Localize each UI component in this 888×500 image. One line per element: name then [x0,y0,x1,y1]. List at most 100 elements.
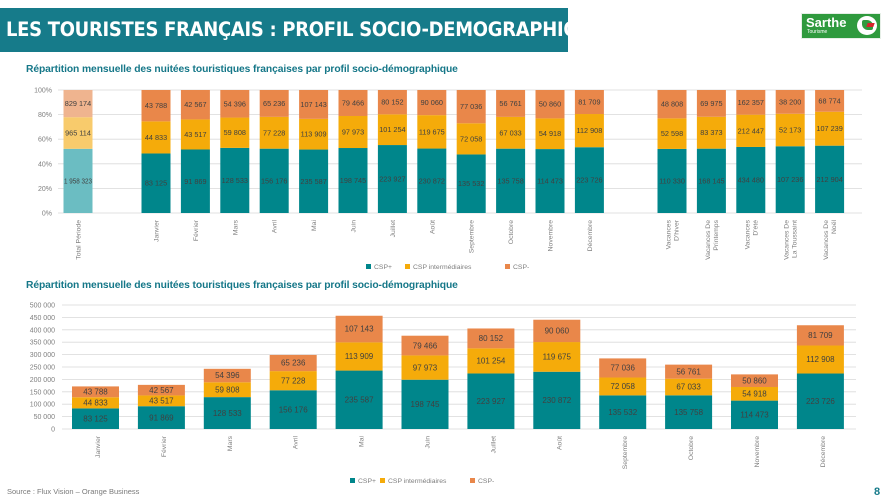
x-tick-label-line: Noël [831,220,838,234]
data-label: 69 975 [700,99,722,108]
x-tick-label-line: Vacances De [823,220,830,260]
bar-segment-csp-minus [599,358,647,378]
data-label: 54 918 [742,390,767,399]
bar-segment-csp-minus [335,315,383,343]
bar-segment-csp-plus [775,146,805,213]
x-tick-label-line: D'hiver [674,219,681,241]
x-tick-label-text: Novembre [754,436,761,468]
data-label: 107 143 [345,325,374,334]
bar-segment-csp-plus [180,149,210,213]
data-label: 43 517 [184,130,206,139]
bar-segment-csp-minus [574,90,604,115]
bar-segment-csp-plus [63,148,93,213]
bar-segment-csp-minus [137,384,185,396]
bar-segment-csp-intermediaires [417,115,447,149]
x-tick-label-line: D'été [752,220,759,236]
x-tick-label: Avril [272,220,279,234]
bar-segment-csp-minus [533,319,581,343]
bar-segment-csp-minus [796,325,844,346]
data-label: 77 228 [263,128,285,137]
data-label: 72 058 [460,134,482,143]
y-tick-label: 350 000 [30,340,55,347]
chart2-title: Répartition mensuelle des nuitées touris… [26,280,458,291]
data-label: 434 480 [738,175,764,184]
legend-swatch-csp-minus [505,264,510,269]
x-tick-label: Juillet [390,220,397,237]
legend-label-csp-minus: CSP- [478,478,494,485]
bar-segment-csp-intermediaires [299,118,329,150]
bar-segment-csp-plus [665,395,713,429]
x-tick-label-line: La Toussaint [792,220,799,258]
bar-segment-csp-minus [338,90,368,116]
bar-segment-csp-plus [269,390,317,429]
bar-segment-csp-intermediaires [141,121,171,154]
data-label: 128 533 [222,176,248,185]
data-label: 119 675 [543,353,572,362]
data-label: 128 533 [213,409,242,418]
bar-segment-csp-intermediaires [137,395,185,407]
bar-segment-csp-plus [299,149,329,213]
bar-segment-csp-minus [496,90,526,117]
y-tick-label: 200 000 [30,377,55,384]
data-label: 80 152 [381,98,403,107]
x-tick-label-line: Octobre [508,220,515,244]
x-tick-label-text: Décembre [820,436,827,468]
data-label: 113 909 [301,130,327,139]
x-tick-label: Avril [293,436,300,450]
x-tick-label-line: Avril [272,220,279,234]
data-label: 223 726 [806,397,835,406]
bar-segment-csp-minus [665,364,713,379]
data-label: 44 833 [83,399,108,408]
bar-segment-csp-plus [496,148,526,213]
data-label: 52 598 [661,129,683,138]
x-tick-label-line: Juillet [390,220,397,237]
x-tick-label: Novembre [548,220,555,252]
data-label: 114 473 [740,411,769,420]
x-tick-label: Octobre [508,220,515,244]
data-label: 112 908 [806,355,835,364]
y-tick-label: 100 000 [30,402,55,409]
x-tick-label-text: Septembre [622,436,629,469]
x-tick-label-line: Juin [351,220,358,233]
bar-segment-csp-intermediaires [335,342,383,371]
page-title: LES TOURISTES FRANÇAIS : PROFIL SOCIO-DE… [6,18,605,41]
data-label: 67 033 [499,128,521,137]
x-tick-label-text: Février [161,435,168,457]
bar-segment-csp-minus [657,90,687,119]
x-tick-label-line: Novembre [548,220,555,252]
data-label: 77 036 [610,364,635,373]
data-label: 65 236 [263,99,285,108]
data-label: 59 808 [215,385,240,394]
x-tick-label-line: Total Période [76,220,83,260]
x-tick-label: Vacances D'hiver [666,219,681,249]
legend-swatch-csp-plus [350,478,355,483]
x-tick-label: Décembre [587,220,594,252]
data-label: 112 908 [576,126,602,135]
data-label: 79 466 [413,341,438,350]
y-tick-label: 0 [51,427,55,434]
x-tick-label: Vacances De La Toussaint [784,220,799,260]
bar-segment-csp-minus [259,90,289,117]
data-label: 42 567 [149,386,174,395]
data-label: 81 709 [578,98,600,107]
data-label: 135 532 [458,179,484,188]
data-label: 56 761 [676,367,701,376]
bar-segment-csp-plus [574,147,604,213]
y-tick-label: 80% [38,112,52,119]
data-label: 65 236 [281,359,306,368]
data-label: 80 152 [479,334,504,343]
bar-segment-csp-minus [731,374,778,387]
bar-segment-csp-intermediaires [72,397,119,409]
x-tick-label: Mai [311,220,318,231]
x-tick-label: Vacances De Printemps [705,219,720,260]
data-label: 230 872 [419,176,445,185]
x-tick-label: Novembre [754,436,761,468]
bar-segment-csp-minus [141,90,171,122]
data-label: 135 758 [674,408,703,417]
bar-segment-csp-minus [377,90,407,115]
bar-segment-csp-plus [796,373,844,429]
legend-label-csp-plus: CSP+ [358,478,376,485]
data-label: 198 745 [411,400,440,409]
bar-segment-csp-intermediaires [796,345,844,374]
bar-segment-csp-intermediaires [599,377,647,396]
